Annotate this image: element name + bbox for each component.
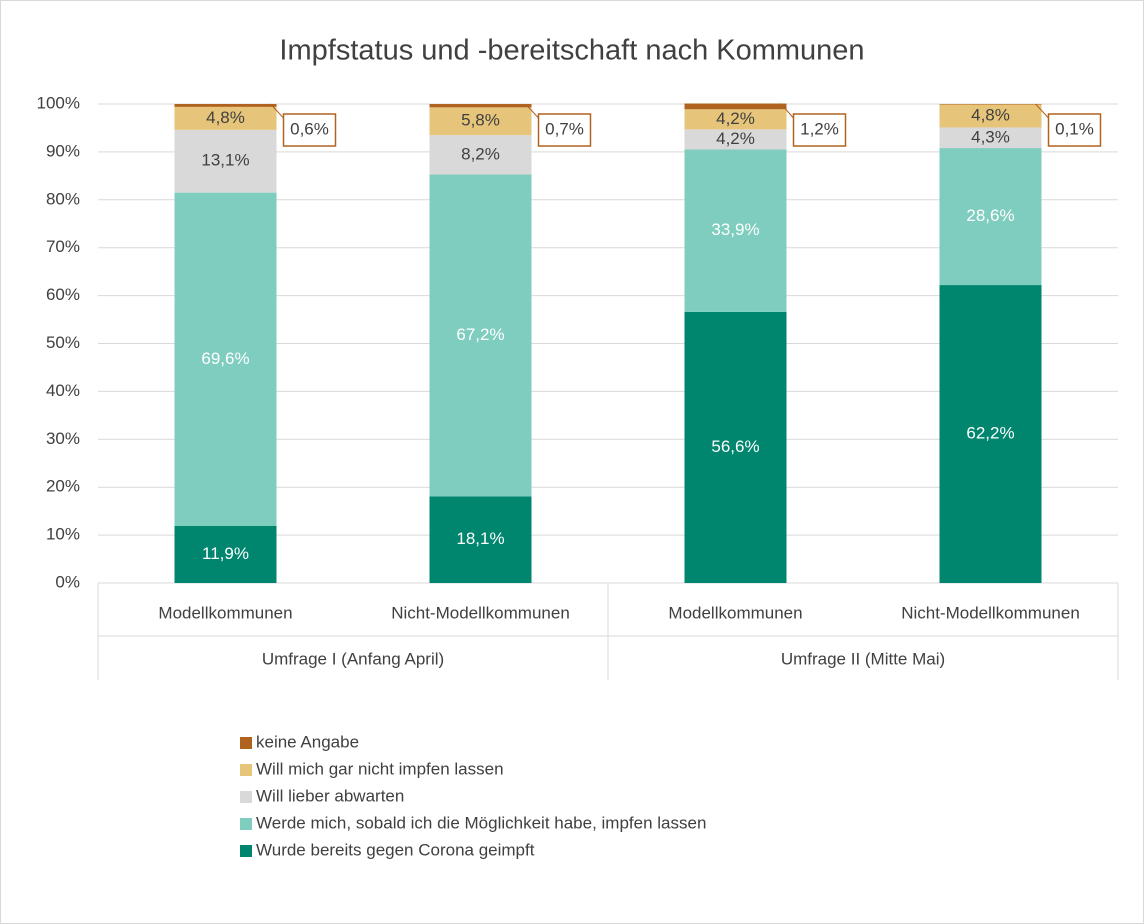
data-label: 28,6%: [966, 206, 1014, 225]
callout-box: [282, 113, 337, 147]
data-label: 0,7%: [545, 119, 584, 138]
data-label: 0,1%: [1055, 119, 1094, 138]
bar-segment: [684, 109, 787, 130]
y-tick-label: 40%: [46, 381, 80, 400]
y-tick-label: 0%: [55, 572, 80, 591]
data-label: 56,6%: [711, 437, 759, 456]
legend-label: Wurde bereits gegen Corona geimpft: [256, 840, 535, 859]
y-tick-label: 90%: [46, 141, 80, 160]
bar-segment: [429, 135, 532, 175]
bar-segment: [429, 496, 532, 583]
callout-leader: [780, 103, 794, 119]
data-label: 4,3%: [971, 127, 1010, 146]
y-tick-label: 60%: [46, 285, 80, 304]
legend-label: Werde mich, sobald ich die Möglichkeit h…: [256, 813, 706, 832]
bar-segment: [684, 103, 787, 110]
bar-segment: [429, 107, 532, 136]
bar-segment: [939, 104, 1042, 128]
bar-segment: [939, 285, 1042, 583]
y-tick-label: 50%: [46, 333, 80, 352]
x-tick-label: Modellkommunen: [158, 603, 292, 622]
group-label: Umfrage II (Mitte Mai): [781, 649, 945, 668]
data-label: 4,2%: [716, 109, 755, 128]
bar-segment: [174, 104, 277, 107]
legend-label: keine Angabe: [256, 732, 359, 751]
data-label: 13,1%: [201, 151, 249, 170]
bar-segment: [174, 192, 277, 526]
legend-swatch: [240, 764, 252, 776]
y-tick-label: 20%: [46, 477, 80, 496]
data-label: 1,2%: [800, 119, 839, 138]
data-label: 0,6%: [290, 119, 329, 138]
data-label: 18,1%: [456, 529, 504, 548]
bar-segment: [429, 174, 532, 497]
bar-segment: [429, 104, 532, 108]
y-tick-label: 100%: [37, 93, 80, 112]
y-tick-label: 70%: [46, 237, 80, 256]
bar-segment: [684, 149, 787, 312]
bar-segment: [174, 129, 277, 193]
callout-leader: [525, 103, 539, 119]
legend-label: Will lieber abwarten: [256, 786, 404, 805]
bar-segment: [684, 311, 787, 583]
legend-swatch: [240, 791, 252, 803]
data-label: 11,9%: [202, 544, 249, 563]
data-label: 8,2%: [461, 144, 500, 163]
chart-title: Impfstatus und -bereitschaft nach Kommun…: [279, 35, 864, 67]
callout-box: [792, 113, 847, 147]
data-label: 67,2%: [456, 325, 504, 344]
callout-box: [1047, 113, 1102, 147]
bar-segment: [684, 129, 787, 150]
data-label: 4,2%: [716, 129, 755, 148]
bar-segment: [939, 148, 1042, 286]
legend-swatch: [240, 845, 252, 857]
bar-segment: [174, 106, 277, 130]
data-label: 4,8%: [971, 105, 1010, 124]
bar-segment: [939, 127, 1042, 149]
group-label: Umfrage I (Anfang April): [262, 649, 444, 668]
legend-label: Will mich gar nicht impfen lassen: [256, 759, 504, 778]
legend-swatch: [240, 737, 252, 749]
y-tick-label: 80%: [46, 189, 80, 208]
x-tick-label: Nicht-Modellkommunen: [391, 603, 570, 622]
y-tick-label: 10%: [46, 525, 80, 544]
callout-box: [537, 113, 592, 147]
callout-leader: [270, 103, 284, 119]
bar-segment: [174, 525, 277, 583]
y-tick-label: 30%: [46, 429, 80, 448]
legend-swatch: [240, 818, 252, 830]
data-label: 62,2%: [966, 424, 1014, 443]
data-label: 4,8%: [206, 108, 245, 127]
x-tick-label: Modellkommunen: [668, 603, 802, 622]
data-label: 69,6%: [201, 349, 249, 368]
data-label: 5,8%: [461, 111, 500, 130]
data-label: 33,9%: [711, 220, 759, 239]
x-tick-label: Nicht-Modellkommunen: [901, 603, 1080, 622]
callout-leader: [1035, 103, 1049, 119]
